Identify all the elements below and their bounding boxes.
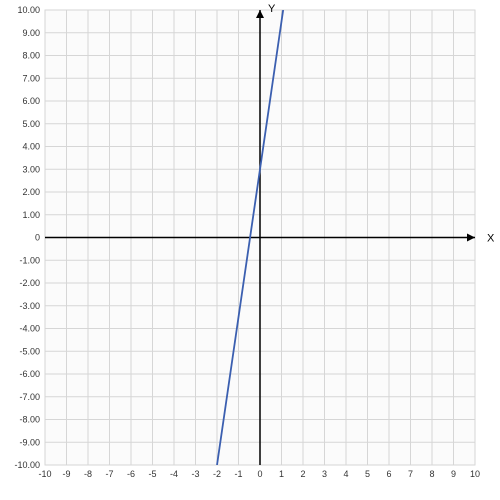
x-tick-label: 1 — [279, 469, 284, 479]
x-tick-label: -8 — [84, 469, 92, 479]
x-tick-label: -2 — [213, 469, 221, 479]
y-axis-label: Y — [268, 3, 276, 15]
x-tick-label: 9 — [451, 469, 456, 479]
x-tick-label: -4 — [170, 469, 178, 479]
x-tick-label: 6 — [386, 469, 391, 479]
y-tick-label: 1.00 — [22, 210, 40, 220]
x-tick-label: -6 — [127, 469, 135, 479]
y-tick-label: 0 — [35, 233, 40, 243]
x-axis-label: X — [487, 233, 495, 245]
x-tick-label: 5 — [365, 469, 370, 479]
x-tick-label: 7 — [408, 469, 413, 479]
y-tick-label: 9.00 — [22, 28, 40, 38]
x-tick-label: 8 — [429, 469, 434, 479]
y-tick-label: 4.00 — [22, 142, 40, 152]
y-tick-label: -9.00 — [19, 437, 40, 447]
x-tick-label: -10 — [38, 469, 51, 479]
y-tick-label: 10.00 — [17, 5, 40, 15]
y-tick-label: 8.00 — [22, 51, 40, 61]
x-tick-label: 2 — [300, 469, 305, 479]
y-tick-label: 6.00 — [22, 96, 40, 106]
y-tick-label: -6.00 — [19, 369, 40, 379]
x-tick-label: -5 — [148, 469, 156, 479]
y-tick-label: 5.00 — [22, 119, 40, 129]
x-tick-label: -9 — [62, 469, 70, 479]
y-tick-label: -7.00 — [19, 392, 40, 402]
x-tick-label: -7 — [105, 469, 113, 479]
x-tick-label: 3 — [322, 469, 327, 479]
x-tick-label: -1 — [234, 469, 242, 479]
x-tick-label: 4 — [343, 469, 348, 479]
y-tick-label: -1.00 — [19, 255, 40, 265]
x-tick-label: 10 — [470, 469, 480, 479]
y-tick-label: 7.00 — [22, 73, 40, 83]
y-tick-label: -10.00 — [14, 460, 40, 470]
line-chart: -10-9-8-7-6-5-4-3-2-1012345678910-10.00-… — [0, 0, 500, 500]
y-tick-label: -8.00 — [19, 415, 40, 425]
y-tick-label: -3.00 — [19, 301, 40, 311]
y-tick-label: 3.00 — [22, 164, 40, 174]
y-tick-label: 2.00 — [22, 187, 40, 197]
y-tick-label: -2.00 — [19, 278, 40, 288]
x-tick-label: 0 — [257, 469, 262, 479]
y-tick-label: -4.00 — [19, 324, 40, 334]
y-tick-label: -5.00 — [19, 346, 40, 356]
x-tick-label: -3 — [191, 469, 199, 479]
